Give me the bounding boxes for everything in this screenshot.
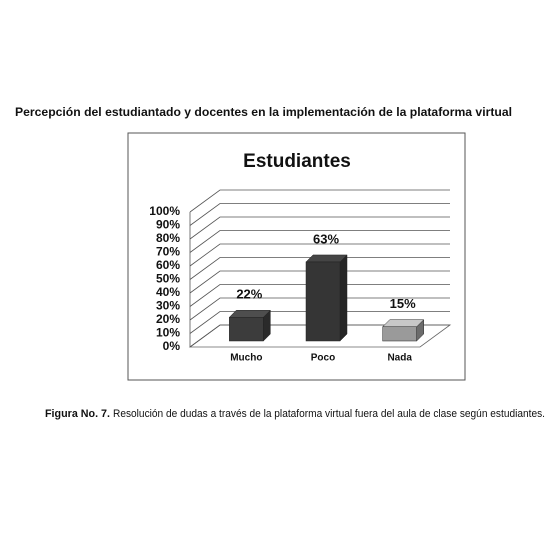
grid-line bbox=[189, 270, 450, 294]
value-label: 22% bbox=[236, 287, 262, 302]
grid-line bbox=[189, 203, 450, 226]
caption-label: Figura No. 7. bbox=[45, 408, 110, 420]
y-tick-label: 30% bbox=[156, 299, 180, 313]
grid-line bbox=[189, 284, 450, 307]
y-tick-label: 60% bbox=[156, 258, 180, 272]
y-tick-label: 20% bbox=[156, 312, 180, 326]
grid-line bbox=[189, 243, 450, 267]
grid-line bbox=[189, 324, 450, 348]
y-tick-label: 40% bbox=[156, 285, 180, 299]
bar-top bbox=[382, 319, 425, 327]
value-label: 63% bbox=[313, 231, 339, 246]
grid-line bbox=[189, 311, 450, 334]
x-tick-label: Mucho bbox=[230, 353, 262, 364]
y-tick-label: 50% bbox=[156, 272, 180, 286]
grid-line bbox=[189, 216, 450, 240]
value-label: 15% bbox=[390, 296, 416, 311]
grid-line bbox=[189, 257, 450, 280]
y-tick-label: 0% bbox=[163, 339, 181, 353]
y-tick-label: 80% bbox=[156, 231, 180, 245]
bar bbox=[305, 261, 341, 342]
y-tick-label: 10% bbox=[156, 326, 180, 340]
chart-title: Estudiantes bbox=[243, 151, 351, 172]
y-tick-label: 100% bbox=[149, 204, 180, 218]
heading: Percepción del estudiantado y docentes e… bbox=[15, 105, 512, 119]
bar-top bbox=[228, 310, 271, 318]
caption-text: Resolución de dudas a través de la plata… bbox=[113, 408, 545, 420]
bar-side bbox=[339, 254, 348, 342]
y-tick-label: 70% bbox=[156, 245, 180, 259]
y-tick-label: 90% bbox=[156, 218, 180, 232]
grid-line bbox=[189, 189, 450, 213]
x-tick-label: Nada bbox=[387, 353, 412, 364]
grid-line bbox=[189, 230, 450, 253]
grid-line bbox=[189, 297, 450, 321]
x-tick-label: Poco bbox=[311, 353, 335, 364]
bar bbox=[229, 317, 264, 342]
bar-top bbox=[305, 254, 348, 263]
bar bbox=[382, 326, 417, 342]
